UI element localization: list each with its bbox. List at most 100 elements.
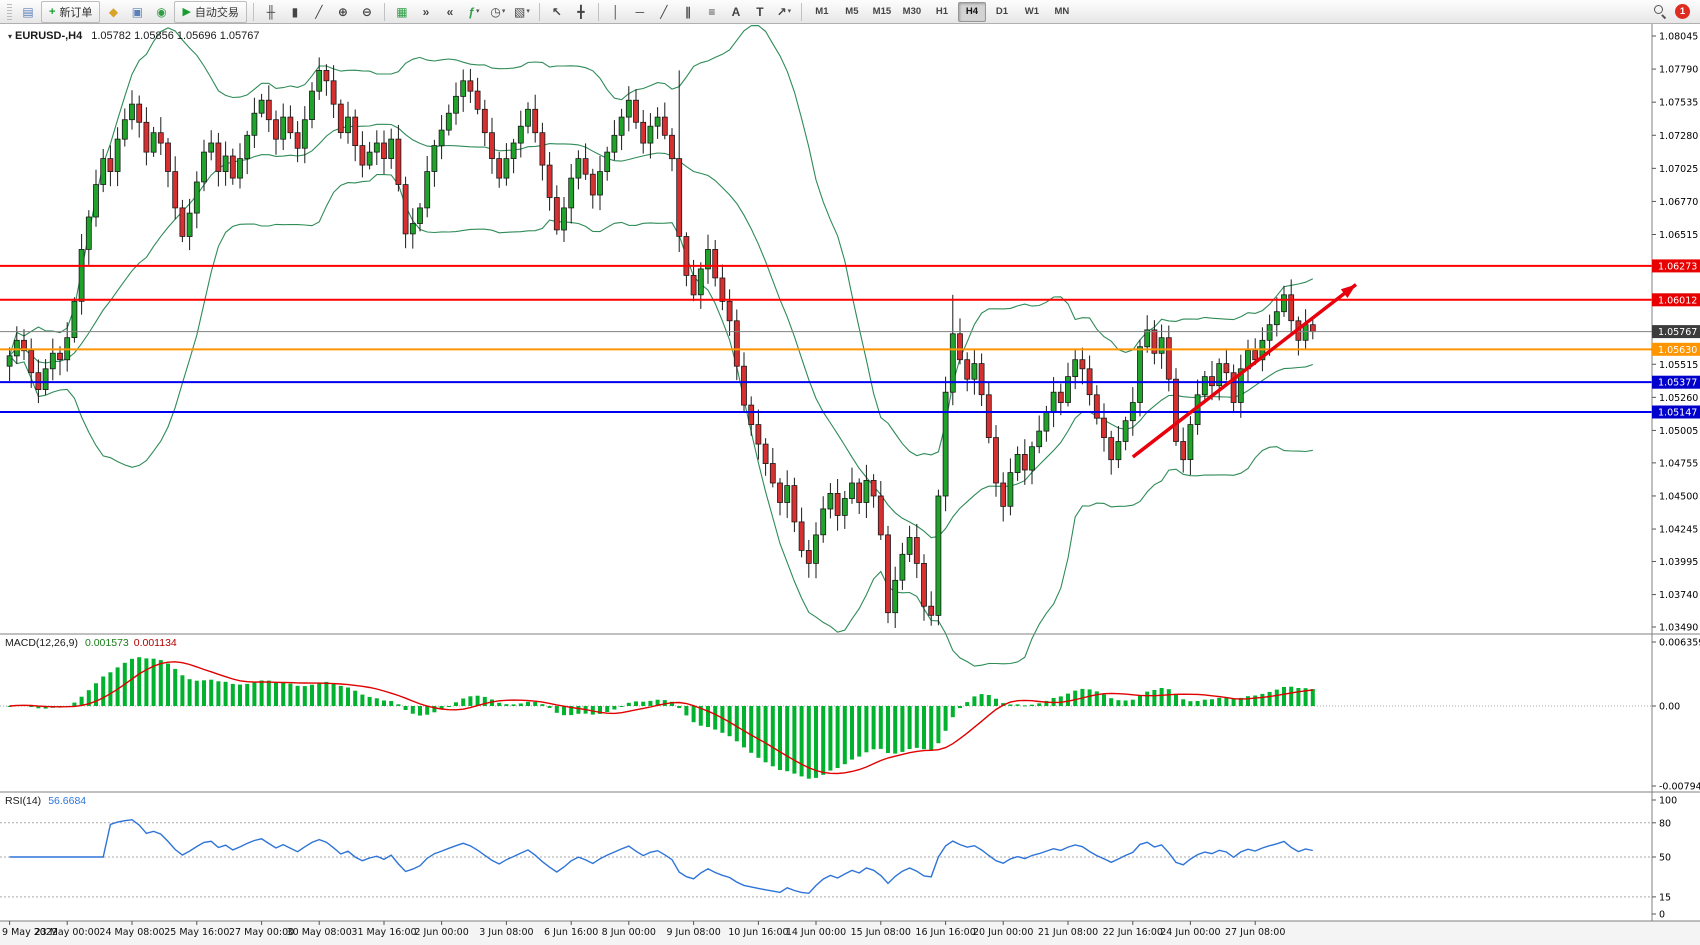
- svg-text:1.05630: 1.05630: [1658, 345, 1697, 356]
- chart-shift-icon[interactable]: «: [446, 4, 454, 19]
- svg-text:1.04755: 1.04755: [1659, 458, 1698, 469]
- autotrade-button[interactable]: ▶ 自动交易: [174, 0, 247, 23]
- svg-text:1.05005: 1.05005: [1659, 426, 1698, 437]
- svg-text:1.05767: 1.05767: [1658, 327, 1697, 338]
- fibonacci-icon[interactable]: ≡: [708, 4, 716, 19]
- indicator-axis[interactable]: 0.006359 0.00 -0.007949 100 80 50 15 0: [1652, 638, 1700, 921]
- dropdown-caret-icon[interactable]: ▾: [526, 8, 530, 15]
- svg-text:24 Jun 00:00: 24 Jun 00:00: [1160, 927, 1220, 938]
- price-axis[interactable]: 1.08045 1.07790 1.07535 1.07280 1.07025 1.067…: [1652, 32, 1700, 634]
- svg-text:15 Jun 08:00: 15 Jun 08:00: [851, 927, 911, 938]
- timeframe-h4-button[interactable]: H4: [957, 1, 986, 22]
- timeframe-m30-button[interactable]: M30: [902, 6, 922, 17]
- svg-text:2 Jun 00:00: 2 Jun 00:00: [414, 927, 468, 938]
- svg-text:1.07025: 1.07025: [1659, 164, 1698, 175]
- timeframe-d1-button[interactable]: D1: [995, 6, 1008, 17]
- svg-text:16 Jun 16:00: 16 Jun 16:00: [915, 927, 975, 938]
- svg-text:1.05377: 1.05377: [1658, 378, 1697, 389]
- search-icon[interactable]: [1654, 5, 1667, 18]
- zoom-in-icon[interactable]: ⊕: [337, 4, 348, 19]
- trendline-icon[interactable]: ╱: [660, 4, 668, 19]
- svg-text:23 May 00:00: 23 May 00:00: [35, 927, 100, 938]
- zoom-out-icon[interactable]: ⊖: [361, 4, 372, 19]
- svg-text:20 Jun 00:00: 20 Jun 00:00: [973, 927, 1033, 938]
- svg-text:30 May 08:00: 30 May 08:00: [287, 927, 352, 938]
- svg-text:1.06515: 1.06515: [1659, 230, 1698, 241]
- timeframe-h1-button[interactable]: H1: [935, 6, 948, 17]
- timeframe-m1-button[interactable]: M1: [815, 6, 829, 17]
- chart-window-icon[interactable]: ▤: [22, 4, 34, 19]
- toolbar-separator: [383, 2, 385, 21]
- horizontal-line-icon[interactable]: ─: [635, 4, 645, 19]
- collapse-icon[interactable]: ▾: [8, 32, 13, 41]
- timeframe-m15-button[interactable]: M15: [872, 6, 892, 17]
- resistance-price-badge: [1652, 259, 1700, 273]
- chart-title: ▾ EURUSD-,H4 1.05782 1.05856 1.05696 1.057…: [8, 30, 259, 42]
- svg-text:1.06770: 1.06770: [1659, 197, 1698, 208]
- svg-text:14 Jun 00:00: 14 Jun 00:00: [786, 927, 846, 938]
- svg-text:0.00: 0.00: [1659, 702, 1680, 713]
- svg-text:1.03995: 1.03995: [1659, 557, 1698, 568]
- timeframe-w1-button[interactable]: W1: [1024, 6, 1040, 17]
- svg-text:15: 15: [1659, 892, 1671, 903]
- toolbar-separator: [597, 2, 599, 21]
- time-axis-strip: [0, 921, 1700, 945]
- channel-icon[interactable]: ∥: [684, 4, 691, 19]
- svg-text:80: 80: [1659, 818, 1671, 829]
- svg-text:-0.007949: -0.007949: [1659, 782, 1700, 793]
- macd-indicator-name: MACD(12,26,9): [5, 637, 78, 649]
- metaeditor-icon[interactable]: ◆: [108, 4, 119, 19]
- crosshair-icon[interactable]: ╋: [577, 4, 585, 19]
- label-icon[interactable]: T: [756, 4, 764, 19]
- toolbar-drag-handle[interactable]: [7, 3, 12, 20]
- dropdown-caret-icon[interactable]: ▾: [787, 8, 792, 15]
- bar-chart-icon[interactable]: ╫: [266, 4, 276, 19]
- resistance-price-badge: [1652, 293, 1700, 307]
- toolbar-items: ▤ + 新订单 ◆ ▣ ◉ ▶ 自动交易 ╫ ▮ ╱ ⊕ ⊖ ▦ » « ƒ ▾ ◷ ▾ ▧ ▾ ↖ ╋ │ ─ ╱ ∥ ≡ A T ↗ ▾ M1…: [17, 0, 1652, 23]
- symbol-timeframe-label: EURUSD-,H4: [15, 30, 83, 42]
- candlestick-chart-icon[interactable]: ▮: [291, 4, 299, 19]
- support-price-badge: [1652, 405, 1700, 419]
- svg-text:1.06273: 1.06273: [1658, 261, 1697, 272]
- new-order-button[interactable]: + 新订单: [41, 0, 101, 23]
- cursor-icon[interactable]: ↖: [551, 4, 562, 19]
- dropdown-caret-icon[interactable]: ▾: [501, 8, 506, 15]
- text-icon[interactable]: A: [731, 4, 741, 19]
- line-chart-icon[interactable]: ╱: [315, 4, 323, 19]
- trend-arrow[interactable]: [1131, 283, 1358, 459]
- rsi-indicator-name: RSI(14): [5, 795, 42, 807]
- svg-text:1.05147: 1.05147: [1658, 408, 1697, 419]
- toolbar-right: 1: [1654, 4, 1696, 19]
- svg-text:31 May 16:00: 31 May 16:00: [351, 927, 416, 938]
- tile-windows-icon[interactable]: ▦: [396, 4, 408, 19]
- terminal-icon[interactable]: ▣: [131, 4, 144, 19]
- rsi-label: RSI(14) 56.6684: [5, 795, 86, 807]
- svg-text:1.06012: 1.06012: [1658, 295, 1697, 306]
- signals-icon[interactable]: ◉: [156, 4, 167, 19]
- bid-price-badge: [1652, 325, 1700, 339]
- toolbar-separator: [800, 2, 802, 21]
- support-price-badge: [1652, 375, 1700, 389]
- periods-icon[interactable]: ◷ ▾: [490, 4, 506, 19]
- svg-text:1.07280: 1.07280: [1659, 131, 1698, 142]
- svg-text:21 Jun 08:00: 21 Jun 08:00: [1038, 927, 1098, 938]
- vertical-line-icon[interactable]: │: [612, 4, 620, 19]
- dropdown-caret-icon[interactable]: ▾: [475, 8, 480, 15]
- notification-badge[interactable]: 1: [1675, 4, 1690, 19]
- svg-text:0: 0: [1659, 910, 1665, 921]
- svg-text:6 Jun 16:00: 6 Jun 16:00: [544, 927, 598, 938]
- rsi-line: [9, 818, 1313, 895]
- timeframe-m5-button[interactable]: M5: [845, 6, 859, 17]
- timeframe-mn-button[interactable]: MN: [1054, 6, 1070, 17]
- ohlc-values: 1.05782 1.05856 1.05696 1.05767: [91, 30, 260, 42]
- rsi-value: 56.6684: [48, 795, 87, 807]
- indicators-icon[interactable]: ƒ ▾: [468, 4, 480, 19]
- toolbar: ▤ + 新订单 ◆ ▣ ◉ ▶ 自动交易 ╫ ▮ ╱ ⊕ ⊖ ▦ » « ƒ ▾ ◷ ▾ ▧ ▾ ↖ ╋ │ ─ ╱ ∥ ≡ A T ↗ ▾ M1…: [0, 0, 1700, 24]
- macd-signal-line: [9, 661, 1313, 775]
- svg-text:1.07790: 1.07790: [1659, 65, 1698, 76]
- auto-scroll-icon[interactable]: »: [422, 4, 430, 19]
- templates-icon[interactable]: ▧ ▾: [513, 4, 530, 19]
- arrows-icon[interactable]: ↗ ▾: [776, 4, 792, 19]
